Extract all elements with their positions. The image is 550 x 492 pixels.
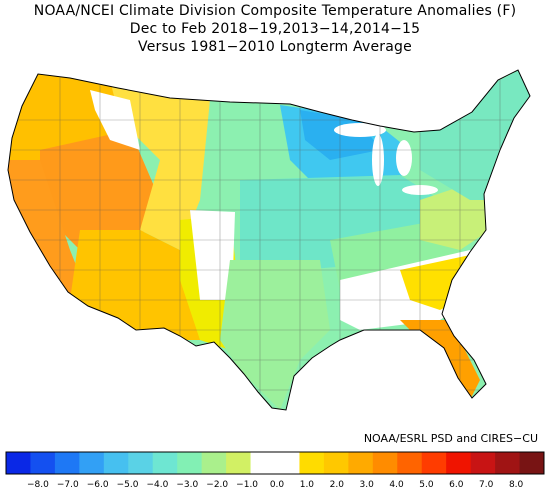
legend-swatch <box>250 452 276 474</box>
legend-swatch <box>30 452 56 474</box>
legend-tick-label: 5.0 <box>419 480 434 490</box>
legend-swatch <box>470 452 496 474</box>
legend-tick-label: −7.0 <box>57 480 79 490</box>
region-northern-rockies <box>110 80 210 250</box>
legend-tick-label: 8.0 <box>509 480 524 490</box>
lake-michigan <box>372 134 384 186</box>
legend-tick-label: 3.0 <box>360 480 375 490</box>
legend-swatch <box>152 452 178 474</box>
legend-swatch <box>103 452 129 474</box>
lake-huron <box>396 140 412 176</box>
us-climate-division-map <box>7 69 531 411</box>
legend-swatch <box>79 452 105 474</box>
legend-swatch <box>299 452 325 474</box>
legend-swatch <box>323 452 349 474</box>
chart-subtitle-years: Dec to Feb 2018−19,2013−14,2014−15 <box>129 21 421 37</box>
legend-tick-label: 1.0 <box>300 480 315 490</box>
legend-tick-label: −2.0 <box>206 480 228 490</box>
chart-title: NOAA/NCEI Climate Division Composite Tem… <box>33 3 517 19</box>
legend-tick-label: −4.0 <box>147 480 169 490</box>
legend-swatch <box>128 452 154 474</box>
legend-swatch <box>372 452 398 474</box>
legend-tick-label: −1.0 <box>236 480 258 490</box>
legend-swatch <box>495 452 521 474</box>
legend-tick-label: −8.0 <box>27 480 49 490</box>
region-texas <box>220 260 330 410</box>
legend-swatch <box>275 452 300 474</box>
legend-swatch <box>446 452 472 474</box>
color-scale-legend: −8.0 −7.0 −6.0 −5.0 −4.0 −3.0 −2.0 −1.0 0.0 1.0 2.… <box>5 451 545 490</box>
legend-tick-label: −6.0 <box>87 480 109 490</box>
legend-tick-label: 4.0 <box>389 480 404 490</box>
legend-tick-label: −5.0 <box>117 480 139 490</box>
legend-tick-label: 0.0 <box>270 480 285 490</box>
legend-swatch <box>177 452 203 474</box>
legend-border <box>5 451 545 475</box>
legend-swatch <box>421 452 447 474</box>
chart-subtitle-baseline: Versus 1981−2010 Longterm Average <box>138 39 412 55</box>
legend-swatch <box>348 452 374 474</box>
lake-superior <box>334 123 386 137</box>
data-credit: NOAA/ESRL PSD and CIRES−CU <box>363 432 538 445</box>
division-boundaries <box>8 70 530 410</box>
legend-swatch <box>397 452 423 474</box>
legend-tick-label: 7.0 <box>479 480 494 490</box>
region-white-nm <box>190 210 235 300</box>
legend-swatch <box>226 452 252 474</box>
legend-swatch <box>54 452 80 474</box>
legend-tick-label: 6.0 <box>449 480 464 490</box>
legend-swatch <box>201 452 227 474</box>
legend-tick-label: 2.0 <box>330 480 345 490</box>
legend-tick-label: −3.0 <box>176 480 198 490</box>
legend-swatch <box>6 452 31 474</box>
legend-swatch <box>519 452 545 474</box>
